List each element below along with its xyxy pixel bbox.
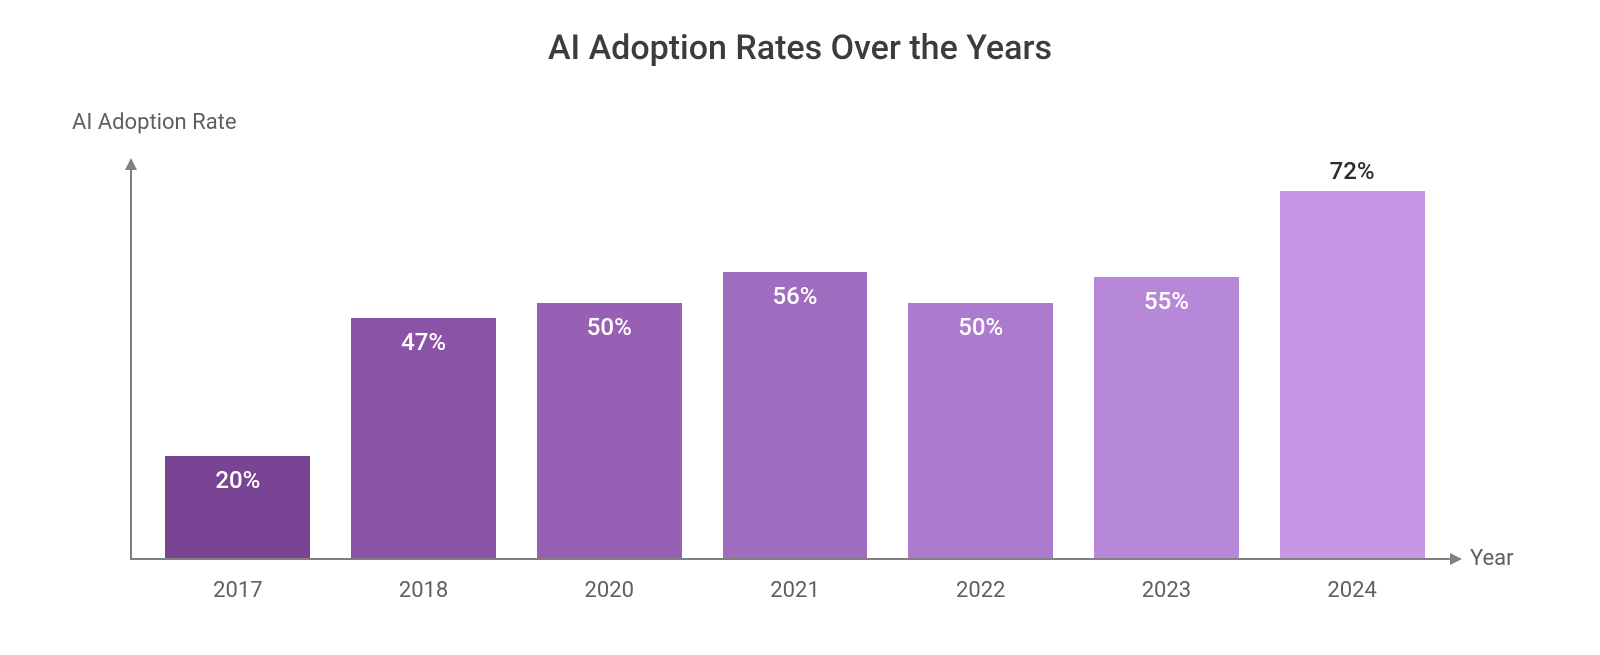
x-tick-label: 2021 bbox=[723, 578, 868, 603]
chart-title: AI Adoption Rates Over the Years bbox=[0, 28, 1600, 68]
x-tick-label: 2024 bbox=[1280, 578, 1425, 603]
x-tick-label: 2023 bbox=[1094, 578, 1239, 603]
bar bbox=[1280, 191, 1425, 558]
bar-value-label: 50% bbox=[908, 313, 1053, 341]
y-axis-line bbox=[130, 168, 132, 560]
bar-value-label: 50% bbox=[537, 313, 682, 341]
x-tick-label: 2018 bbox=[351, 578, 496, 603]
plot-area: 20% 47% 50% 56% 50% 55% 72% bbox=[130, 160, 1460, 560]
bar-value-label: 72% bbox=[1280, 157, 1425, 185]
x-tick-label: 2017 bbox=[165, 578, 310, 603]
bar-value-label: 47% bbox=[351, 328, 496, 356]
x-axis-label: Year bbox=[1470, 546, 1514, 571]
bar: 55% bbox=[1094, 277, 1239, 558]
bar: 56% bbox=[723, 272, 868, 558]
x-tick-label: 2022 bbox=[908, 578, 1053, 603]
bar-value-label: 55% bbox=[1094, 287, 1239, 315]
y-axis-arrow-icon bbox=[125, 158, 137, 170]
y-axis-label: AI Adoption Rate bbox=[72, 110, 237, 135]
bar-value-label: 20% bbox=[165, 466, 310, 494]
bar: 50% bbox=[908, 303, 1053, 558]
bar-value-label: 56% bbox=[723, 282, 868, 310]
x-axis-arrow-icon bbox=[1450, 553, 1462, 565]
chart-container: AI Adoption Rates Over the Years AI Adop… bbox=[0, 0, 1600, 655]
bar: 50% bbox=[537, 303, 682, 558]
bars-group: 20% 47% 50% 56% 50% 55% 72% bbox=[145, 160, 1445, 560]
bar: 20% bbox=[165, 456, 310, 558]
x-tick-label: 2020 bbox=[537, 578, 682, 603]
bar: 47% bbox=[351, 318, 496, 558]
